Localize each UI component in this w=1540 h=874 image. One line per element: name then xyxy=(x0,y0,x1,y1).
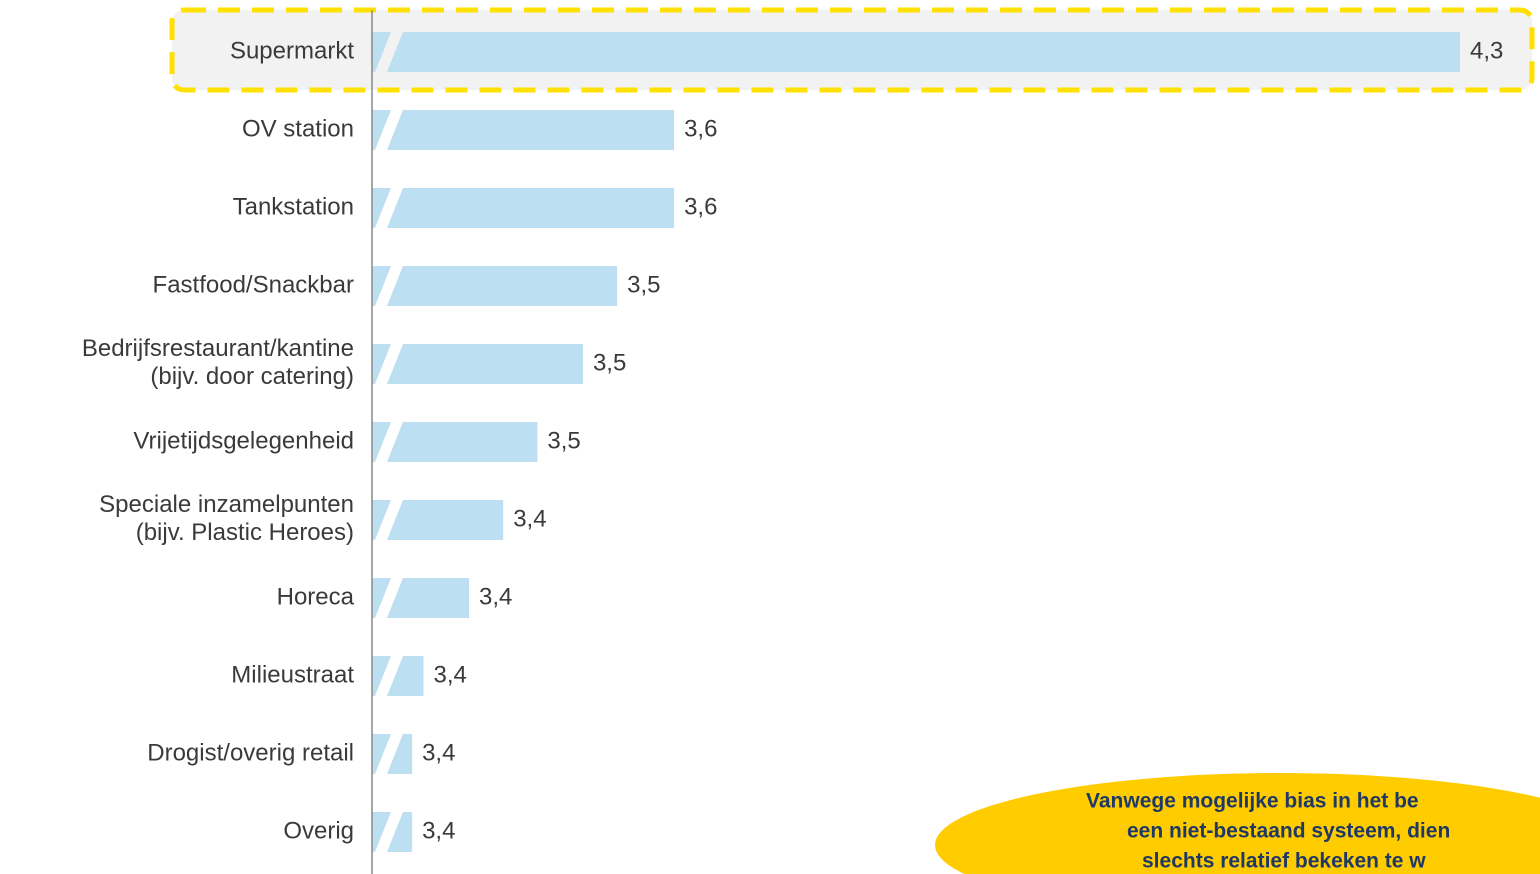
category-label: Bedrijfsrestaurant/kantine (bijv. door ca… xyxy=(82,335,354,390)
annotation-text: Vanwege mogelijke bias in het be xyxy=(1086,790,1419,813)
value-label: 3,5 xyxy=(593,349,626,376)
category-label: OV station xyxy=(242,115,354,142)
axis-break-stub xyxy=(372,812,391,852)
value-label: 4,3 xyxy=(1470,37,1503,64)
axis-break-stub xyxy=(372,578,391,618)
value-label: 3,5 xyxy=(627,271,660,298)
category-label: Tankstation xyxy=(233,193,354,220)
axis-break-stub xyxy=(372,266,391,306)
bar xyxy=(387,32,1460,72)
value-label: 3,6 xyxy=(684,115,717,142)
category-label: Overig xyxy=(283,817,354,844)
axis-break-stub xyxy=(372,344,391,384)
bar xyxy=(387,812,413,852)
category-label: Speciale inzamelpunten (bijv. Plastic Her… xyxy=(99,491,354,546)
axis-break-stub xyxy=(372,188,391,228)
bar xyxy=(387,110,675,150)
axis-break-stub xyxy=(372,422,391,462)
annotation-bubble xyxy=(935,773,1540,874)
bar xyxy=(387,344,583,384)
axis-break-stub xyxy=(372,656,391,696)
category-label: Supermarkt xyxy=(230,37,354,64)
annotation-text: een niet-bestaand systeem, dien xyxy=(1127,820,1450,843)
bar xyxy=(387,188,675,228)
value-label: 3,4 xyxy=(479,583,512,610)
value-label: 3,4 xyxy=(433,661,466,688)
bar xyxy=(387,500,504,540)
bar xyxy=(387,422,538,462)
value-label: 3,6 xyxy=(684,193,717,220)
category-label: Milieustraat xyxy=(231,661,354,688)
axis-break-stub xyxy=(372,500,391,540)
category-label: Horeca xyxy=(277,583,355,610)
bar xyxy=(387,266,618,306)
axis-break-stub xyxy=(372,32,391,72)
category-label: Drogist/overig retail xyxy=(147,739,354,766)
bar xyxy=(387,656,424,696)
value-label: 3,4 xyxy=(422,817,455,844)
axis-break-stub xyxy=(372,110,391,150)
category-label: Vrijetijdsgelegenheid xyxy=(133,427,354,454)
category-label: Fastfood/Snackbar xyxy=(153,271,354,298)
annotation-text: slechts relatief bekeken te w xyxy=(1142,850,1426,873)
bar xyxy=(387,734,413,774)
value-label: 3,4 xyxy=(422,739,455,766)
value-label: 3,4 xyxy=(513,505,546,532)
bar xyxy=(387,578,470,618)
axis-break-stub xyxy=(372,734,391,774)
value-label: 3,5 xyxy=(547,427,580,454)
